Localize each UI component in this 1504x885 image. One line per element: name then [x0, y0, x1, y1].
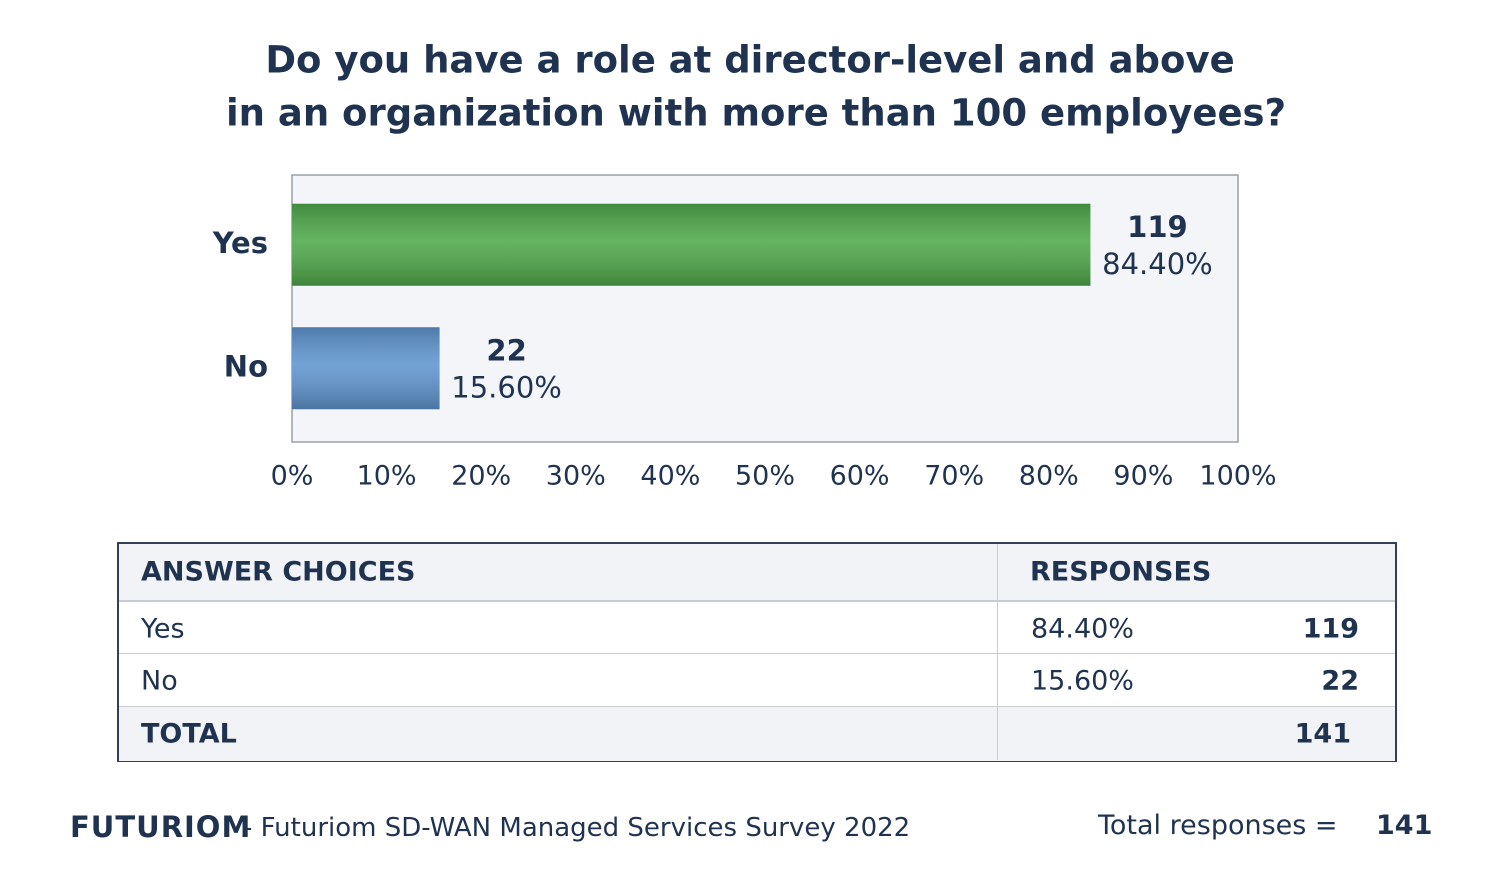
x-tick-label: 20% — [451, 461, 511, 492]
y-tick-label: Yes — [212, 226, 268, 260]
table-row: No 15.60% 22 — [119, 653, 1395, 707]
data-label-count: 22 — [486, 333, 526, 367]
data-label: 15.60% — [451, 370, 562, 404]
table-cell: 22 — [1321, 665, 1359, 696]
table: ANSWER CHOICES RESPONSES Yes 84.40% 119 … — [117, 542, 1397, 762]
source: - Futuriom SD-WAN Managed Services Surve… — [243, 813, 911, 843]
table-header: ANSWER CHOICES RESPONSES — [119, 544, 1395, 600]
x-tick-label: 50% — [735, 461, 795, 492]
chart-title: in an organization with more than 100 em… — [226, 92, 1286, 135]
x-tick-label: 10% — [357, 461, 417, 492]
header-cell: ANSWER CHOICES — [141, 556, 416, 588]
y-tick-label: No — [224, 349, 268, 383]
x-tick-label: 40% — [640, 461, 700, 492]
table-cell: 84.40% — [1031, 613, 1134, 644]
total-value: 141 — [1376, 810, 1433, 841]
data-label-count: 119 — [1127, 210, 1188, 244]
x-tick-label: 100% — [1199, 461, 1276, 492]
bar-shading — [292, 327, 440, 410]
chart: Do you have a role at director-level and… — [212, 39, 1286, 492]
data-label: 84.40% — [1102, 247, 1213, 281]
x-tick-label: 30% — [546, 461, 606, 492]
table-cell: 141 — [1294, 718, 1351, 750]
table-total: TOTAL 141 — [119, 706, 1395, 761]
x-tick-label: 60% — [830, 461, 890, 492]
table-cell: 119 — [1302, 613, 1359, 644]
table-cell: Yes — [141, 613, 185, 644]
table-cell: TOTAL — [141, 718, 237, 750]
table-cell: 15.60% — [1031, 665, 1134, 696]
table-row: Yes 84.40% 119 — [119, 600, 1395, 655]
chart-title: Do you have a role at director-level and… — [265, 39, 1234, 82]
x-tick-label: 80% — [1019, 461, 1079, 492]
table-cell: No — [141, 665, 178, 696]
x-tick-label: 90% — [1113, 461, 1173, 492]
total-label: Total responses = — [1098, 810, 1338, 841]
x-tick-label: 0% — [271, 461, 314, 492]
header-cell: RESPONSES — [1030, 556, 1212, 588]
brand: FUTURIOM — [70, 810, 252, 844]
bar-shading — [292, 203, 1091, 286]
x-tick-label: 70% — [924, 461, 984, 492]
column-divider — [997, 544, 998, 760]
